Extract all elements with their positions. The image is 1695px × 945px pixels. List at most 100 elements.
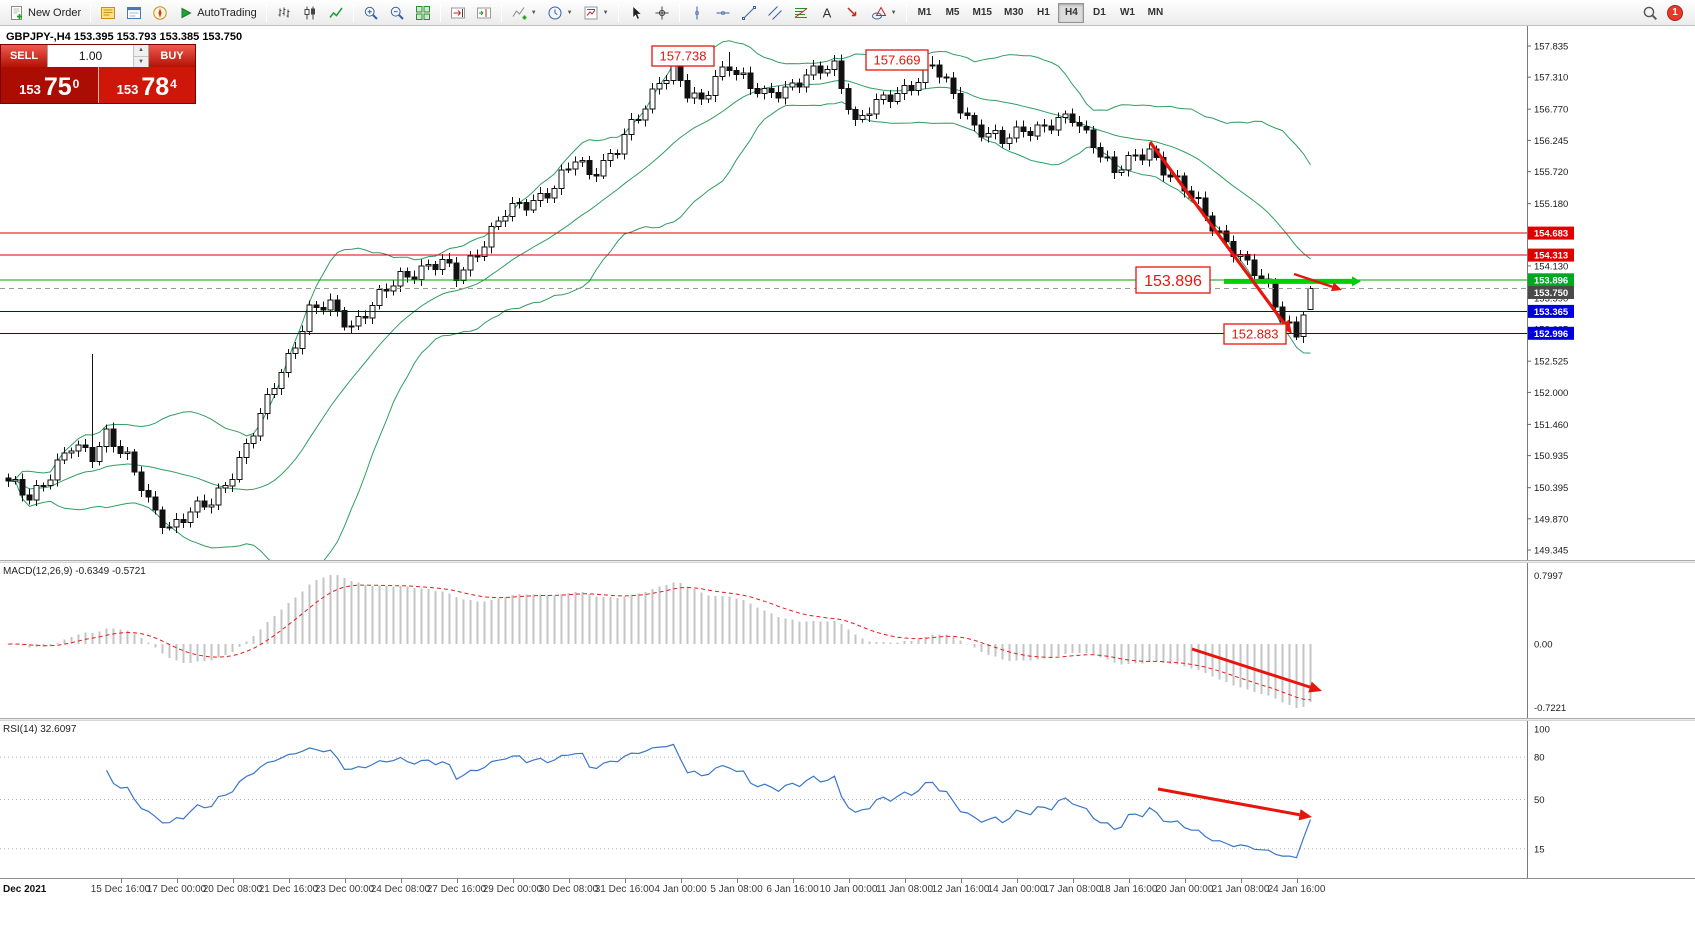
horizontal-line-button[interactable] xyxy=(710,2,736,24)
bar-chart-button[interactable] xyxy=(271,2,297,24)
buy-button[interactable]: BUY xyxy=(149,45,195,67)
cursor-button[interactable] xyxy=(623,2,649,24)
annotation-arrow[interactable] xyxy=(1157,787,1312,821)
trendline-button[interactable] xyxy=(736,2,762,24)
lot-input[interactable] xyxy=(48,45,133,67)
timeframe-mn-button[interactable]: MN xyxy=(1147,7,1164,18)
rsi-indicator-pane[interactable]: 100 80 50 15 xyxy=(0,721,1695,878)
autotrading-button[interactable]: AutoTrading xyxy=(173,2,262,24)
svg-text:155.180: 155.180 xyxy=(1534,199,1568,210)
notification-badge[interactable]: 1 xyxy=(1667,4,1683,21)
time-axis-label: 14 Jan 00:00 xyxy=(987,884,1046,895)
timeframe-w1-button[interactable]: W1 xyxy=(1119,7,1135,18)
market-watch-button[interactable] xyxy=(95,2,121,24)
time-axis-label: 15 Dec 16:00 xyxy=(90,884,151,895)
navigator-button[interactable] xyxy=(147,2,173,24)
fibonacci-button[interactable] xyxy=(788,2,814,24)
timeframe-d1-button[interactable]: D1 xyxy=(1093,7,1106,18)
pane-separator[interactable] xyxy=(0,718,1695,721)
annotation-arrow[interactable] xyxy=(1293,272,1342,292)
time-axis-label: 10 Jan 00:00 xyxy=(819,884,878,895)
new-order-button[interactable]: New Order xyxy=(4,2,86,24)
price-tag: 154.313 xyxy=(1528,248,1574,262)
zoom-in-icon xyxy=(363,5,379,21)
time-axis-tick xyxy=(344,879,346,883)
macd-axis[interactable]: 0.7997 0.00 -0.7221 xyxy=(1527,563,1567,718)
macd-indicator-pane[interactable]: 0.7997 0.00 -0.7221 xyxy=(0,563,1695,718)
templates-button[interactable]: ▼ xyxy=(578,2,614,24)
time-axis-tick xyxy=(232,879,234,883)
price-axis[interactable]: 157.835 157.310 156.770 156.245 155.720 155.1… xyxy=(1527,26,1574,560)
main-price-chart[interactable]: 157.738 157.669 153.896 152.883 157.835 157.3… xyxy=(0,26,1695,560)
macd-label: MACD(12,26,9) -0.6349 -0.5721 xyxy=(3,566,146,577)
chart-shift-button[interactable] xyxy=(471,2,497,24)
price-tag: 153.750 xyxy=(1528,286,1574,299)
time-axis-tick xyxy=(1072,879,1074,883)
price-callout[interactable]: 157.738 xyxy=(651,45,715,67)
time-axis[interactable]: Dec 2021 15 Dec 16:00 17 Dec 00:00 20 Dec 0… xyxy=(0,878,1695,900)
time-axis-tick xyxy=(1128,879,1130,883)
toolbar: New Order AutoTrading ▼ ▼ ▼ A ▼ M1 M5 M15 M30 H1 H4 D… xyxy=(0,0,1695,26)
arrows-tool-button[interactable] xyxy=(840,2,866,24)
vertical-line-button[interactable] xyxy=(684,2,710,24)
buy-price-display[interactable]: 153 78 4 xyxy=(97,67,195,103)
chart-shift-icon xyxy=(476,5,492,21)
price-callout[interactable]: 153.896 xyxy=(1135,266,1211,294)
pane-separator[interactable] xyxy=(0,560,1695,563)
time-axis-month-label: Dec 2021 xyxy=(3,884,47,895)
data-window-icon xyxy=(126,5,142,21)
text-label-button[interactable]: A xyxy=(814,2,840,24)
auto-scroll-button[interactable] xyxy=(445,2,471,24)
sell-price-display[interactable]: 153 75 0 xyxy=(1,67,98,103)
timeframe-m30-button[interactable]: M30 xyxy=(1003,7,1024,18)
annotation-arrow[interactable] xyxy=(1148,141,1292,334)
crosshair-button[interactable] xyxy=(649,2,675,24)
svg-text:0.00: 0.00 xyxy=(1534,640,1553,651)
time-axis-tick xyxy=(1184,879,1186,883)
price-callout[interactable]: 152.883 xyxy=(1223,323,1287,345)
svg-text:154.683: 154.683 xyxy=(1534,229,1568,240)
toolbar-separator xyxy=(352,3,354,22)
periods-button[interactable]: ▼ xyxy=(542,2,578,24)
dropdown-caret-icon: ▼ xyxy=(890,9,897,16)
indicators-button[interactable]: ▼ xyxy=(506,2,542,24)
svg-text:151.460: 151.460 xyxy=(1534,420,1568,431)
navigator-icon xyxy=(152,5,168,21)
zoom-in-button[interactable] xyxy=(358,2,384,24)
svg-text:152.000: 152.000 xyxy=(1534,388,1568,399)
price-callout[interactable]: 157.669 xyxy=(865,49,929,71)
timeframe-h1-button[interactable]: H1 xyxy=(1037,7,1050,18)
lot-increase-button[interactable]: ▲ xyxy=(134,45,148,57)
tile-windows-button[interactable] xyxy=(410,2,436,24)
zoom-out-button[interactable] xyxy=(384,2,410,24)
time-axis-label: 21 Jan 08:00 xyxy=(1211,884,1270,895)
search-icon[interactable] xyxy=(1642,5,1658,21)
timeframe-h4-button[interactable]: H4 xyxy=(1058,2,1085,23)
rsi-axis[interactable]: 100 80 50 15 xyxy=(1527,721,1550,878)
time-axis-tick xyxy=(848,879,850,883)
lot-decrease-button[interactable]: ▼ xyxy=(134,56,148,67)
sell-price-sup: 0 xyxy=(72,77,80,91)
equidistant-channel-button[interactable] xyxy=(762,2,788,24)
macd-signal-line xyxy=(8,584,1311,701)
shapes-button[interactable]: ▼ xyxy=(866,2,902,24)
dropdown-caret-icon: ▼ xyxy=(602,9,609,16)
timeframe-m1-button[interactable]: M1 xyxy=(917,7,932,18)
green-trend-segment[interactable] xyxy=(1224,276,1361,287)
lot-spinner: ▲ ▼ xyxy=(133,45,148,67)
timeframe-m15-button[interactable]: M15 xyxy=(972,7,992,18)
time-axis-label: 4 Jan 00:00 xyxy=(654,884,707,895)
svg-text:0.7997: 0.7997 xyxy=(1534,571,1563,582)
timeframe-m5-button[interactable]: M5 xyxy=(945,7,960,18)
time-axis-tick xyxy=(624,879,626,883)
line-chart-button[interactable] xyxy=(323,2,349,24)
toolbar-separator xyxy=(905,3,907,22)
candlestick-chart-button[interactable] xyxy=(297,2,323,24)
svg-text:155.720: 155.720 xyxy=(1534,167,1568,178)
sell-button[interactable]: SELL xyxy=(1,45,47,67)
price-tag: 153.365 xyxy=(1528,304,1574,318)
svg-text:157.669: 157.669 xyxy=(874,53,921,68)
svg-text:100: 100 xyxy=(1534,725,1550,736)
data-window-button[interactable] xyxy=(121,2,147,24)
annotation-arrow[interactable] xyxy=(1191,647,1322,693)
